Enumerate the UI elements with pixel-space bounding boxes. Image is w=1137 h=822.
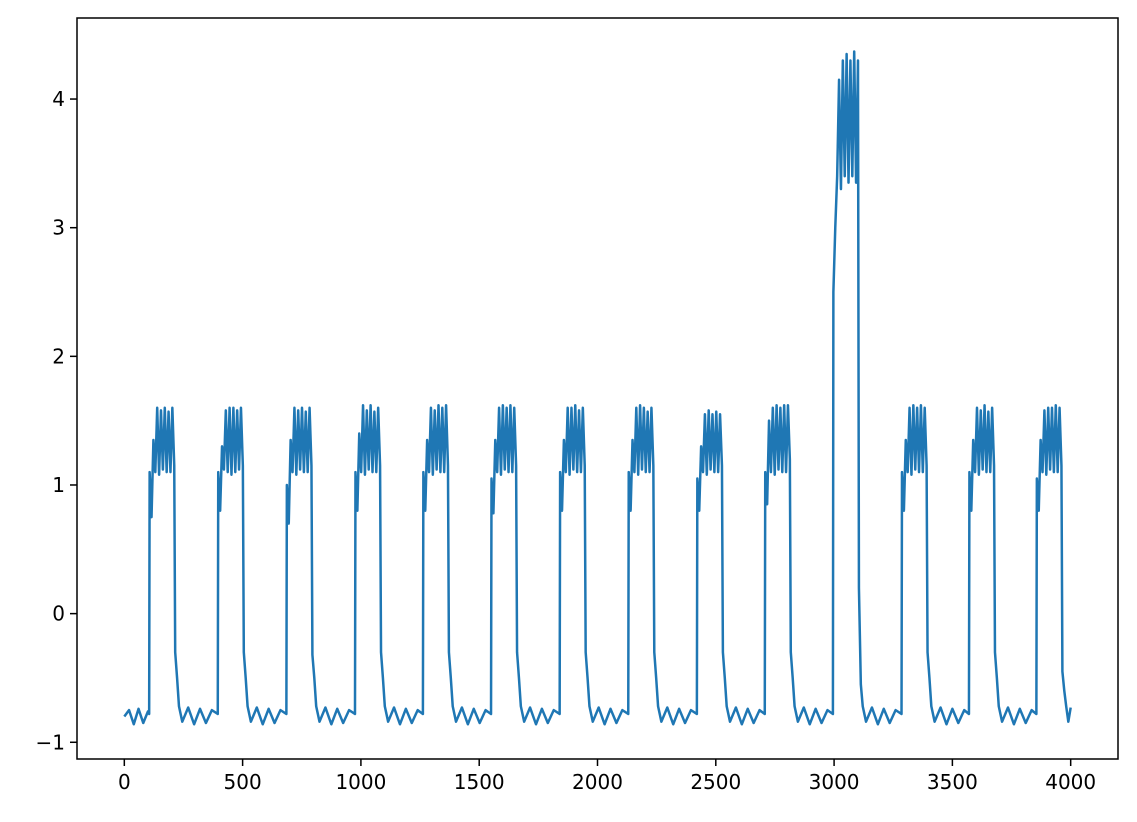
x-tick-label: 4000 (1045, 770, 1096, 794)
x-tick-label: 3500 (927, 770, 978, 794)
x-tick-label: 2000 (572, 770, 623, 794)
x-tick-label: 0 (118, 770, 131, 794)
x-tick-label: 2500 (690, 770, 741, 794)
x-tick-label: 1000 (335, 770, 386, 794)
y-tick-label: −1 (36, 730, 65, 754)
data-line (123, 50, 1072, 726)
x-tick-label: 1500 (454, 770, 505, 794)
y-tick-label: 1 (52, 473, 65, 497)
y-tick-label: 4 (52, 87, 65, 111)
x-tick-label: 500 (224, 770, 262, 794)
y-tick-label: 0 (52, 602, 65, 626)
plot-frame (76, 17, 1119, 760)
y-tick-label: 3 (52, 216, 65, 240)
x-tick-label: 3000 (809, 770, 860, 794)
y-tick-label: 2 (52, 344, 65, 368)
